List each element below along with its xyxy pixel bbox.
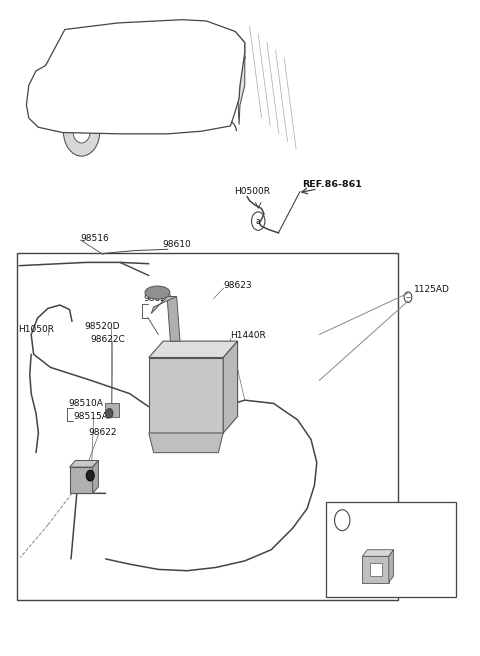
Polygon shape <box>93 461 98 493</box>
Polygon shape <box>223 341 238 433</box>
Text: REF.86-861: REF.86-861 <box>302 180 362 190</box>
Polygon shape <box>149 341 238 358</box>
Polygon shape <box>26 20 245 134</box>
Text: 98620: 98620 <box>143 294 172 303</box>
Text: 98510A: 98510A <box>68 399 103 408</box>
Text: 98635: 98635 <box>355 516 384 525</box>
Polygon shape <box>70 461 98 467</box>
Text: 98610: 98610 <box>162 240 191 249</box>
Polygon shape <box>389 550 394 583</box>
Polygon shape <box>151 297 177 314</box>
Polygon shape <box>149 433 223 453</box>
Text: a: a <box>340 516 345 525</box>
Polygon shape <box>74 23 225 69</box>
Bar <box>105 403 119 417</box>
Bar <box>362 556 389 583</box>
Text: 98515A: 98515A <box>73 412 108 421</box>
Polygon shape <box>167 297 180 341</box>
Text: 98622C: 98622C <box>90 335 125 344</box>
Circle shape <box>73 119 90 143</box>
Polygon shape <box>234 52 246 60</box>
Circle shape <box>86 470 94 481</box>
Polygon shape <box>38 105 214 131</box>
Bar <box>17 253 398 600</box>
Polygon shape <box>36 39 240 105</box>
Text: 1125AD: 1125AD <box>414 285 450 295</box>
Text: H0500R: H0500R <box>234 187 270 196</box>
Bar <box>33 108 58 118</box>
Bar <box>326 502 456 597</box>
Text: a: a <box>256 216 261 226</box>
Polygon shape <box>66 75 75 87</box>
Text: H1440R: H1440R <box>230 331 266 340</box>
Bar <box>149 358 223 433</box>
Circle shape <box>63 106 100 156</box>
Bar <box>370 563 382 576</box>
Polygon shape <box>362 550 394 556</box>
Text: 98516: 98516 <box>81 234 109 243</box>
Ellipse shape <box>145 286 170 299</box>
Text: H1050R: H1050R <box>18 325 54 335</box>
Bar <box>70 467 93 493</box>
Circle shape <box>106 409 113 418</box>
Polygon shape <box>235 31 245 125</box>
Text: 98520D: 98520D <box>84 322 120 331</box>
Text: 98623: 98623 <box>224 281 252 290</box>
Text: 98622: 98622 <box>89 428 117 438</box>
